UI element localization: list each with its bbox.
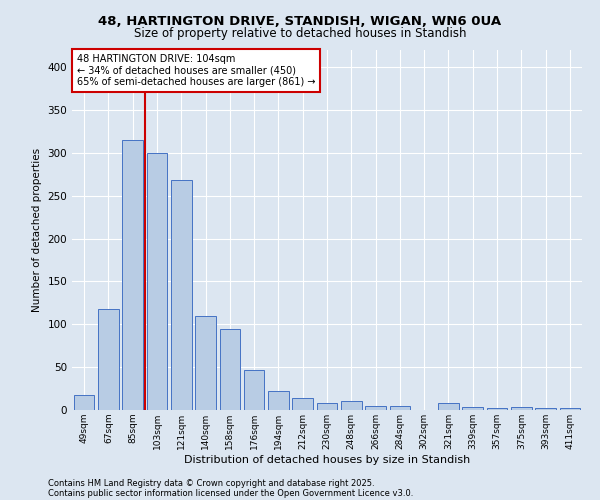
Bar — [292, 398, 313, 410]
Bar — [535, 408, 556, 410]
Bar — [341, 402, 362, 410]
Text: 48, HARTINGTON DRIVE, STANDISH, WIGAN, WN6 0UA: 48, HARTINGTON DRIVE, STANDISH, WIGAN, W… — [98, 15, 502, 28]
Text: Contains HM Land Registry data © Crown copyright and database right 2025.: Contains HM Land Registry data © Crown c… — [48, 478, 374, 488]
Bar — [171, 180, 191, 410]
Bar — [122, 140, 143, 410]
Bar — [268, 391, 289, 410]
Bar — [195, 316, 216, 410]
X-axis label: Distribution of detached houses by size in Standish: Distribution of detached houses by size … — [184, 454, 470, 464]
Bar — [317, 403, 337, 410]
Bar — [511, 406, 532, 410]
Bar — [389, 406, 410, 410]
Y-axis label: Number of detached properties: Number of detached properties — [32, 148, 42, 312]
Bar — [463, 408, 483, 410]
Bar — [244, 370, 265, 410]
Bar — [220, 328, 240, 410]
Text: 48 HARTINGTON DRIVE: 104sqm
← 34% of detached houses are smaller (450)
65% of se: 48 HARTINGTON DRIVE: 104sqm ← 34% of det… — [77, 54, 316, 87]
Bar — [438, 403, 459, 410]
Bar — [365, 406, 386, 410]
Bar — [560, 408, 580, 410]
Bar — [74, 394, 94, 410]
Bar — [487, 408, 508, 410]
Text: Contains public sector information licensed under the Open Government Licence v3: Contains public sector information licen… — [48, 488, 413, 498]
Bar — [98, 309, 119, 410]
Text: Size of property relative to detached houses in Standish: Size of property relative to detached ho… — [134, 28, 466, 40]
Bar — [146, 153, 167, 410]
